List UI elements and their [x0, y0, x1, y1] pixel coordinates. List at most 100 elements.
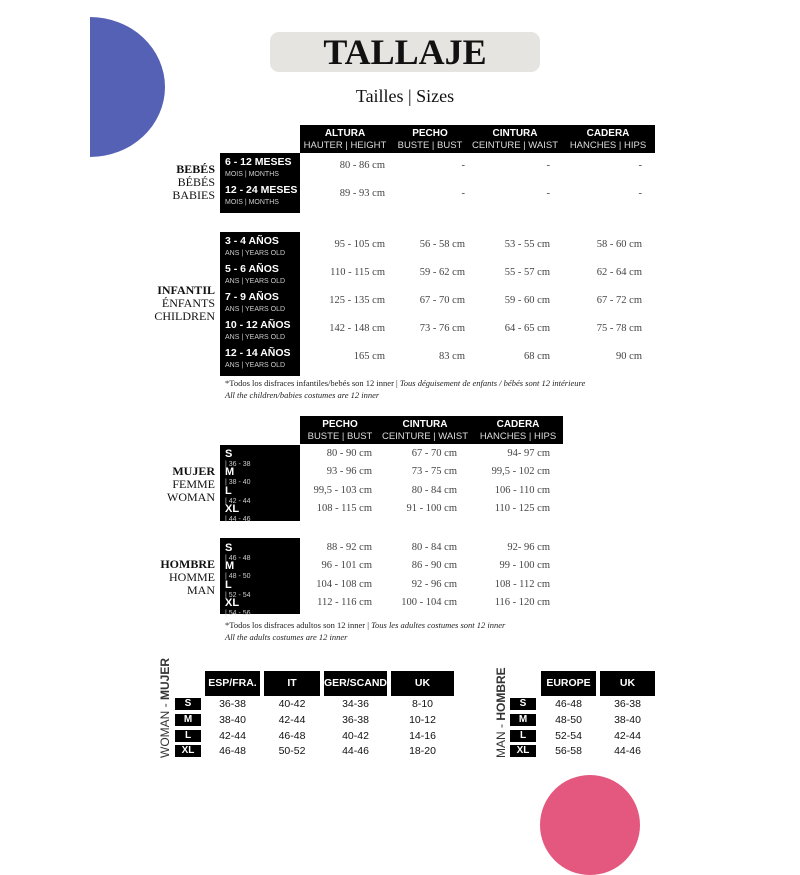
- size-label: M | 48 - 50: [225, 561, 251, 582]
- size-label: XL | 54 - 56: [225, 598, 251, 619]
- size-name: 7 - 9 AÑOS: [225, 291, 279, 303]
- measurement-value: 99,5 - 102 cm: [491, 466, 550, 477]
- column-title: PECHO: [322, 419, 358, 430]
- column-title: CINTURA: [492, 128, 538, 139]
- measurement-value: 83 cm: [439, 351, 465, 362]
- measurement-value: -: [638, 160, 643, 171]
- measurement-value: 108 - 112 cm: [494, 579, 550, 590]
- measurement-value: 89 - 93 cm: [339, 188, 385, 199]
- measurement-value: 116 - 120 cm: [494, 597, 550, 608]
- size-range: | 52 - 54: [225, 592, 251, 599]
- size-label: S | 46 - 48: [225, 543, 251, 564]
- conversion-column-header: ESP/FRA.: [205, 671, 260, 696]
- measurement-value: 68 cm: [524, 351, 550, 362]
- conversion-value: 38-40: [219, 714, 246, 726]
- measurement-value: 93 - 96 cm: [326, 466, 372, 477]
- measurement-value: 100 - 104 cm: [401, 597, 457, 608]
- group-label-line: INFANTIL: [157, 283, 215, 297]
- measurement-value: 104 - 108 cm: [316, 579, 372, 590]
- measurement-value: 110 - 125 cm: [494, 503, 550, 514]
- conversion-value: 36-38: [614, 698, 641, 710]
- column-header: CADERA HANCHES | HIPS: [468, 420, 568, 442]
- size-range: | 54 - 56: [225, 610, 251, 617]
- column-header: CINTURA CEINTURE | WAIST: [465, 129, 565, 151]
- footnote: *Todos los disfraces infantiles/bebés so…: [225, 378, 585, 400]
- size-name: 12 - 24 MESES: [225, 184, 298, 196]
- conversion-value: 46-48: [219, 745, 246, 757]
- column-title: PECHO: [412, 128, 448, 139]
- size-unit: ANS | YEARS OLD: [225, 306, 286, 313]
- conversion-value: 42-44: [219, 730, 246, 742]
- conversion-value: 36-38: [219, 698, 246, 710]
- size-badge: S: [510, 698, 536, 710]
- measurement-value: 59 - 60 cm: [504, 295, 550, 306]
- vertical-label: MAN - HOMBRE: [494, 667, 508, 758]
- column-subtitle: HAUTER | HEIGHT: [303, 140, 387, 151]
- footnote-fr: Tous déguisement de enfants / bébés sont…: [399, 378, 586, 388]
- size-label: 3 - 4 AÑOS ANS | YEARS OLD: [225, 236, 285, 259]
- measurement-value: 99,5 - 103 cm: [313, 485, 372, 496]
- conversion-value: 46-48: [278, 730, 306, 742]
- measurement-value: 75 - 78 cm: [596, 323, 642, 334]
- measurement-value: 165 cm: [353, 351, 385, 362]
- measurement-value: 96 - 101 cm: [321, 560, 372, 571]
- group-label-line: MUJER: [172, 464, 215, 478]
- size-unit: MOIS | MONTHS: [225, 171, 279, 178]
- size-label: 12 - 24 MESES MOIS | MONTHS: [225, 185, 297, 208]
- babies-size-column: 6 - 12 MESES MOIS | MONTHS 12 - 24 MESES MO…: [220, 153, 300, 213]
- size-name: 6 - 12 MESES: [225, 156, 292, 168]
- blue-circle-mask: [0, 0, 90, 160]
- table-header: PECHO BUSTE | BUST CINTURA CEINTURE | WAIST…: [300, 416, 563, 444]
- measurement-value: 94- 97 cm: [507, 448, 550, 459]
- man-size-column: S | 46 - 48 M | 48 - 50 L | 52 - 54 XL | 54…: [220, 538, 300, 617]
- children-size-column: 3 - 4 AÑOS ANS | YEARS OLD 5 - 6 AÑOS ANS |…: [220, 232, 300, 376]
- size-label: L | 52 - 54: [225, 580, 251, 601]
- group-label-line: ÉNFANTS: [161, 296, 215, 310]
- vertical-label-light: WOMAN -: [158, 700, 172, 758]
- measurement-value: 80 - 86 cm: [339, 160, 385, 171]
- measurement-value: -: [546, 188, 551, 199]
- column-subtitle: CEINTURE | WAIST: [471, 140, 559, 151]
- measurement-value: 125 - 135 cm: [329, 295, 385, 306]
- measurement-value: 110 - 115 cm: [330, 267, 385, 278]
- size-label: 10 - 12 AÑOS ANS | YEARS OLD: [225, 320, 291, 343]
- size-name: 5 - 6 AÑOS: [225, 263, 279, 275]
- conversion-value: 10-12: [409, 714, 436, 726]
- column-subtitle: HANCHES | HIPS: [479, 431, 557, 442]
- conversion-value: 40-42: [278, 698, 306, 710]
- size-letter: M: [225, 466, 235, 478]
- measurement-value: 90 cm: [616, 351, 642, 362]
- size-unit: ANS | YEARS OLD: [225, 278, 286, 285]
- footnote: *Todos los disfraces adultos son 12 inne…: [225, 620, 505, 642]
- size-badge: M: [175, 714, 201, 726]
- vertical-label: WOMAN - MUJER: [158, 658, 172, 758]
- size-badge: L: [510, 730, 536, 742]
- size-letter: L: [225, 579, 232, 591]
- size-letter: S: [225, 448, 233, 460]
- measurement-value: 99 - 100 cm: [499, 560, 550, 571]
- table-header: ALTURA HAUTER | HEIGHT PECHO BUSTE | BUST CI…: [300, 125, 655, 153]
- conversion-value: 36-38: [342, 714, 369, 726]
- size-range: | 44 - 46: [225, 516, 251, 523]
- conversion-value: 40-42: [342, 730, 369, 742]
- column-header: PECHO BUSTE | BUST: [290, 420, 390, 442]
- measurement-value: 86 - 90 cm: [411, 560, 457, 571]
- group-label-line: CHILDREN: [154, 309, 215, 323]
- size-range: | 42 - 44: [225, 498, 251, 505]
- measurement-value: 62 - 64 cm: [596, 267, 642, 278]
- group-label: MUJER FEMME WOMAN: [167, 465, 215, 504]
- conversion-value: 52-54: [555, 730, 582, 742]
- conversion-value: 38-40: [614, 714, 641, 726]
- group-label: INFANTIL ÉNFANTS CHILDREN: [154, 284, 215, 323]
- page-title: TALLAJE: [270, 32, 540, 72]
- measurement-value: 106 - 110 cm: [494, 485, 550, 496]
- column-header: CINTURA CEINTURE | WAIST: [375, 420, 475, 442]
- column-subtitle: BUSTE | BUST: [307, 431, 373, 442]
- size-label: L | 42 - 44: [225, 486, 251, 507]
- conversion-column-header: IT: [264, 671, 320, 696]
- column-title: CINTURA: [402, 419, 448, 430]
- group-label-line: HOMBRE: [160, 557, 215, 571]
- column-title: CADERA: [586, 128, 630, 139]
- measurement-value: 80 - 90 cm: [326, 448, 372, 459]
- size-label: 12 - 14 AÑOS ANS | YEARS OLD: [225, 348, 291, 371]
